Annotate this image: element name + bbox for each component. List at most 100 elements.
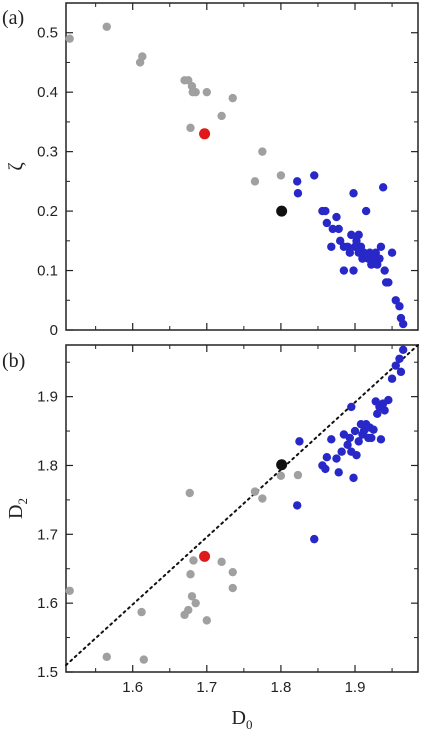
data-point	[350, 426, 360, 436]
data-point	[328, 224, 337, 234]
y-axis-title-zeta: ζ	[5, 162, 27, 170]
data-point	[398, 319, 408, 329]
data-point	[186, 123, 195, 133]
identity-reference-line	[65, 344, 419, 667]
data-point	[354, 437, 363, 446]
x-tick-label: 1.7	[196, 679, 217, 696]
data-point	[347, 447, 356, 456]
data-point	[378, 183, 388, 192]
data-point	[380, 266, 389, 275]
data-point	[217, 557, 226, 567]
data-point	[322, 453, 332, 462]
y-tick-label: 0.4	[37, 84, 58, 101]
data-point	[349, 473, 358, 483]
panel-label-1: (a)	[2, 7, 24, 29]
data-point	[202, 87, 211, 97]
panel-label-2: (b)	[2, 350, 25, 372]
data-point	[343, 440, 352, 450]
data-point	[276, 471, 286, 480]
data-point	[361, 206, 371, 216]
data-point	[138, 52, 147, 61]
data-point	[250, 177, 260, 186]
data-point	[65, 586, 74, 595]
data-point	[327, 435, 336, 444]
data-point	[276, 205, 288, 217]
data-point	[310, 171, 319, 180]
data-point	[334, 224, 343, 234]
data-point	[380, 406, 389, 415]
y-tick-label: 1.9	[37, 389, 58, 406]
data-point	[367, 433, 376, 443]
data-point	[276, 171, 286, 180]
data-point	[398, 345, 408, 355]
data-point	[387, 374, 397, 383]
data-point	[186, 570, 195, 579]
data-point	[217, 111, 226, 121]
data-point	[369, 425, 378, 434]
y-tick-label: 1.7	[37, 526, 58, 543]
data-point	[359, 248, 369, 257]
plot-frame-2	[65, 344, 419, 673]
data-point	[347, 230, 356, 240]
y-tick-label: 0.1	[37, 263, 58, 280]
y-tick-label: 0	[50, 322, 58, 339]
data-point	[189, 556, 198, 565]
data-point	[387, 248, 397, 257]
data-point	[354, 230, 363, 240]
y-tick-label: 1.8	[37, 457, 58, 474]
data-point	[332, 454, 341, 463]
data-point	[191, 87, 200, 97]
data-point	[334, 468, 343, 477]
x-axis-title-d0: D0	[232, 707, 253, 732]
data-point	[345, 248, 355, 257]
data-point	[139, 655, 149, 664]
data-point	[375, 254, 384, 263]
y-tick-label: 1.5	[37, 664, 58, 681]
x-axis-title-subscript: 0	[246, 717, 253, 732]
data-point	[384, 278, 393, 287]
data-point	[337, 447, 346, 456]
data-point	[184, 605, 193, 615]
data-point	[191, 598, 200, 608]
data-point	[102, 22, 111, 31]
data-point	[199, 128, 211, 140]
x-tick-label: 1.9	[345, 679, 366, 696]
y-axis-title-d2: D2	[5, 498, 30, 519]
plot-frame-1	[65, 2, 419, 331]
data-point	[293, 501, 302, 510]
x-tick-label: 1.6	[122, 679, 143, 696]
data-point	[376, 435, 386, 444]
data-point	[250, 487, 260, 496]
y-tick-label: 1.6	[37, 595, 58, 612]
data-point	[321, 206, 330, 216]
data-point	[310, 534, 319, 544]
data-point	[202, 616, 211, 625]
data-point	[185, 488, 194, 498]
data-point	[349, 266, 358, 275]
data-point	[332, 212, 341, 222]
data-point	[322, 218, 332, 228]
data-point	[395, 302, 404, 311]
data-point	[258, 147, 267, 156]
y-tick-label: 0.3	[37, 144, 58, 161]
data-point	[321, 464, 330, 474]
x-tick-label: 1.8	[270, 679, 291, 696]
y-tick-label: 0.2	[37, 203, 58, 220]
data-point	[339, 266, 349, 275]
data-point	[199, 550, 211, 562]
data-point	[293, 470, 303, 480]
y-tick-label: 0.5	[37, 25, 58, 42]
data-point	[276, 459, 288, 471]
data-point	[327, 242, 336, 251]
data-point	[228, 93, 237, 103]
data-point	[258, 494, 267, 503]
data-point	[347, 402, 356, 412]
data-point	[373, 409, 382, 419]
data-point	[345, 433, 355, 443]
y-axis-title-subscript: 2	[15, 498, 30, 505]
data-point	[396, 367, 406, 377]
data-point	[102, 652, 111, 662]
data-point	[391, 361, 400, 370]
data-point	[187, 592, 197, 601]
